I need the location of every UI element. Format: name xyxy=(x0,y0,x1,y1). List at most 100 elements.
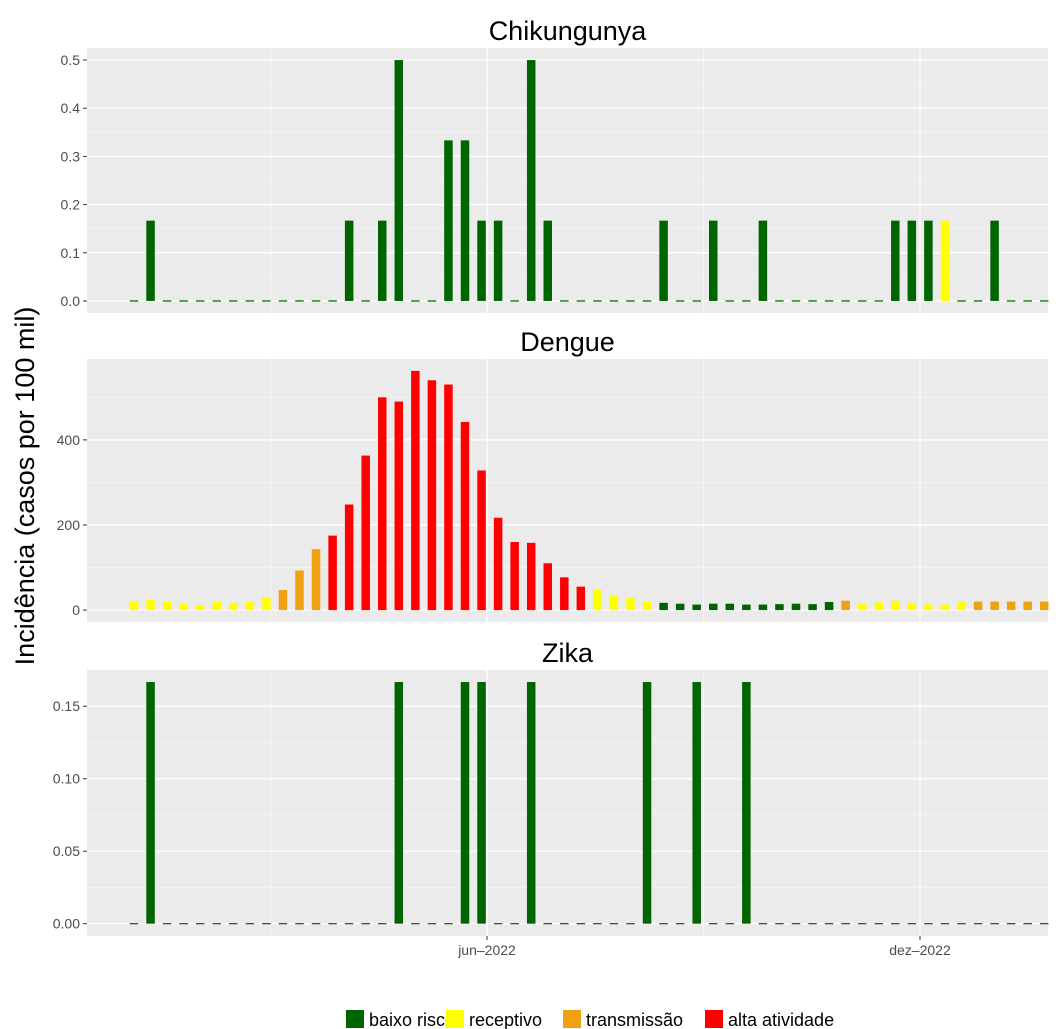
bar xyxy=(1006,601,1016,611)
bar xyxy=(510,541,519,611)
bar xyxy=(742,604,751,611)
legend-swatch-transmissão xyxy=(563,1010,581,1028)
bar xyxy=(394,682,404,924)
bar xyxy=(692,682,701,924)
bar xyxy=(146,220,155,301)
bar xyxy=(245,601,255,611)
bar xyxy=(775,604,784,611)
legend-label: receptivo xyxy=(469,1010,542,1029)
panel-chikungunya: Chikungunya 0.0 0.1 0.2 0.3 0.4 0.5 xyxy=(61,16,1049,313)
bar xyxy=(146,682,155,924)
bar xyxy=(460,140,470,301)
y-tick-label: 0 xyxy=(72,602,80,618)
bar xyxy=(460,421,470,611)
bar xyxy=(609,595,619,611)
bar xyxy=(659,602,668,611)
bar xyxy=(162,601,172,611)
legend-label: alta atividade xyxy=(728,1010,834,1029)
x-tick-label: dez–2022 xyxy=(889,942,951,958)
bar xyxy=(444,140,453,301)
bar xyxy=(593,589,602,611)
legend-swatch-receptivo xyxy=(446,1010,464,1028)
bar xyxy=(146,599,155,611)
bar xyxy=(378,220,387,301)
bar xyxy=(692,604,701,611)
y-tick-label: 400 xyxy=(57,432,81,448)
bar xyxy=(493,220,503,301)
y-axis-label: Incidência (casos por 100 mil) xyxy=(10,307,40,666)
bar xyxy=(444,384,453,611)
bar xyxy=(229,602,238,611)
bar xyxy=(129,601,139,611)
panel-title: Chikungunya xyxy=(489,16,648,46)
bar xyxy=(195,604,205,611)
legend-swatch-baixo-risco xyxy=(346,1010,364,1028)
y-tick-label: 0.15 xyxy=(53,698,80,714)
bar xyxy=(891,220,900,301)
panel-title: Dengue xyxy=(520,327,615,357)
panel-title: Zika xyxy=(542,638,594,668)
bar xyxy=(543,220,552,301)
legend-swatch-alta-atividade xyxy=(705,1010,723,1028)
bar xyxy=(526,542,536,611)
y-tick-label: 0.0 xyxy=(61,293,81,309)
plot-background xyxy=(87,670,1048,936)
bar xyxy=(560,577,569,611)
bar xyxy=(924,604,933,611)
y-tick-label: 0.1 xyxy=(61,245,81,261)
bar xyxy=(874,602,883,611)
legend-label: transmissão xyxy=(586,1010,683,1029)
bar xyxy=(857,603,867,611)
bar xyxy=(924,220,933,301)
y-tick-label: 0.4 xyxy=(61,100,81,116)
bar xyxy=(758,604,768,611)
bar xyxy=(642,601,652,611)
panel-zika: Zika 0.00 0.05 0.10 0.15 xyxy=(53,638,1049,936)
bar xyxy=(212,601,221,611)
y-tick-label: 0.05 xyxy=(53,843,80,859)
bar xyxy=(1040,601,1049,611)
bar xyxy=(709,603,718,611)
y-tick-label: 0.5 xyxy=(61,52,81,68)
bar xyxy=(1023,601,1032,611)
bar xyxy=(907,220,917,301)
bar xyxy=(957,601,966,611)
y-tick-label: 0.2 xyxy=(61,197,81,213)
bar xyxy=(725,603,735,611)
bar xyxy=(394,60,404,301)
bar xyxy=(295,570,304,611)
bar xyxy=(990,601,999,611)
bar xyxy=(626,598,635,611)
bar xyxy=(824,601,834,611)
bar xyxy=(179,603,188,611)
bar xyxy=(262,597,271,611)
bar xyxy=(493,517,503,611)
bar xyxy=(891,600,900,611)
bar xyxy=(344,220,354,301)
bar xyxy=(841,600,850,611)
bar xyxy=(940,220,950,301)
panels: Chikungunya 0.0 0.1 0.2 0.3 0.4 0.5 Dengue 0 200 4… xyxy=(53,16,1049,936)
bar xyxy=(758,220,768,301)
bar xyxy=(576,586,586,611)
bar xyxy=(642,682,652,924)
bar xyxy=(361,455,370,611)
bar xyxy=(477,470,486,611)
bar xyxy=(477,220,486,301)
bar xyxy=(973,601,983,611)
y-tick-label: 0.3 xyxy=(61,148,81,164)
bar xyxy=(940,604,950,611)
bar xyxy=(742,682,751,924)
legend-label: baixo risco xyxy=(369,1010,455,1029)
x-tick-label: jun–2022 xyxy=(457,942,516,958)
y-tick-label: 0.10 xyxy=(53,771,80,787)
bar xyxy=(378,397,387,611)
bar xyxy=(394,401,404,611)
y-tick-label: 200 xyxy=(57,517,81,533)
bar xyxy=(907,602,917,611)
bar xyxy=(427,380,437,611)
bar xyxy=(543,563,552,611)
bar xyxy=(791,603,801,611)
bar xyxy=(990,220,999,301)
bar xyxy=(659,220,668,301)
